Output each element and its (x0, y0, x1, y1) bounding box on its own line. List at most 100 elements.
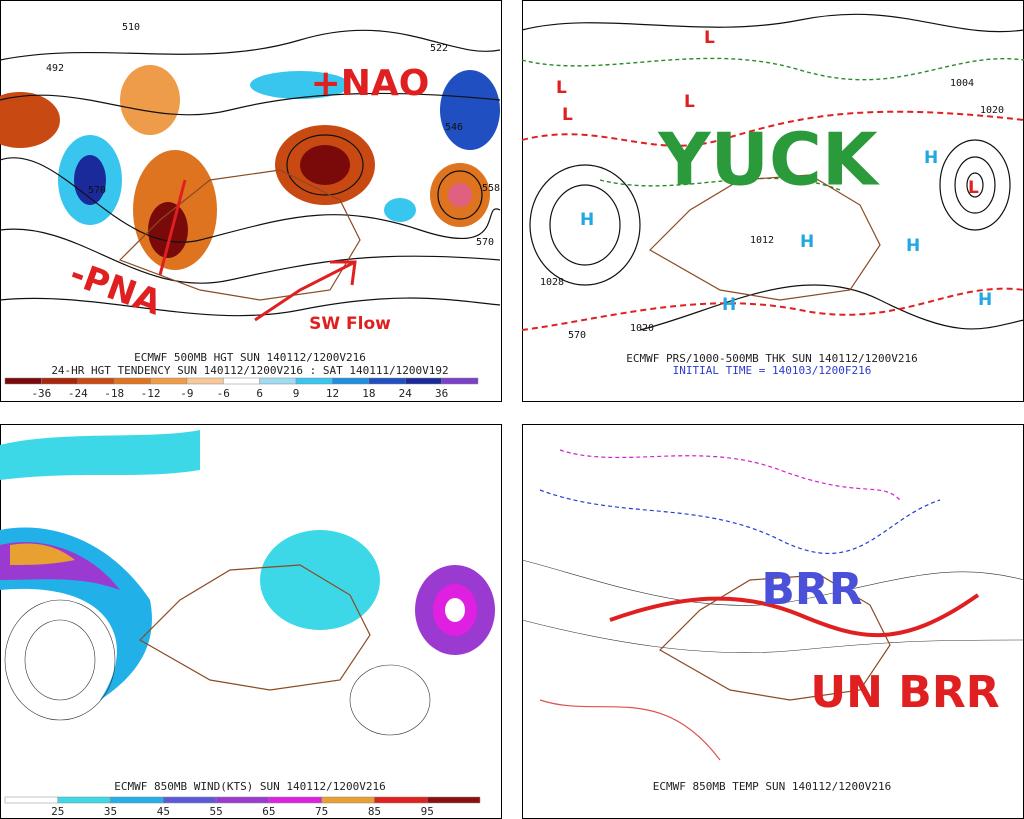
coastline (139, 564, 371, 691)
high-marker: H (924, 148, 938, 168)
colorbar-label: 24 (399, 387, 413, 400)
coastline (118, 169, 361, 301)
panel-pressure: YUCK 1028 1020 1020 1004 1012 570 H H H … (521, 13, 1024, 377)
contour-label: 1004 (950, 78, 974, 89)
isobar (549, 184, 621, 266)
low-marker: L (704, 28, 715, 48)
caption: ECMWF 850MB TEMP SUN 140112/1200V216 (653, 780, 891, 793)
contour-label: 1020 (630, 323, 654, 334)
colorbar-label: -24 (68, 387, 88, 400)
colorbar-label: 6 (256, 387, 263, 400)
flow-arrow (254, 260, 357, 322)
colorbar-swatch (268, 796, 322, 804)
boundary-stroke (609, 593, 980, 638)
isobar (966, 172, 984, 198)
contour (437, 170, 483, 220)
colorbar-label: -36 (31, 387, 51, 400)
high-marker: H (722, 295, 736, 315)
contour (286, 134, 364, 196)
highs: H H H H H H (580, 148, 992, 315)
wind-shade (0, 430, 200, 480)
isotherm (539, 699, 721, 761)
anomaly (384, 198, 416, 222)
contour-label: 546 (445, 122, 463, 133)
colorbar-swatch (77, 377, 115, 385)
caption: ECMWF 850MB WIND(KTS) SUN 140112/1200V21… (114, 780, 386, 793)
colorbar-swatch (57, 796, 111, 804)
colorbar-swatch (4, 796, 59, 804)
colorbar-label: -6 (217, 387, 230, 400)
wind-shade (10, 543, 75, 565)
contour-label: 570 (568, 330, 586, 341)
colorbar-swatch (163, 796, 217, 804)
colorbar-swatch (150, 377, 188, 385)
colorbar-swatch (374, 796, 428, 804)
thickness (521, 287, 1024, 331)
colorbar-swatch (215, 796, 270, 804)
coastline (649, 174, 881, 301)
low-marker: L (968, 178, 979, 198)
low-marker: L (684, 92, 695, 112)
colorbar-swatch (332, 377, 370, 385)
contour-label: 570 (88, 185, 106, 196)
isobar (521, 13, 1024, 33)
colorbar-swatch (4, 377, 42, 385)
anomaly (120, 65, 180, 135)
colorbar-label: 55 (209, 805, 222, 818)
colorbar-swatch (186, 377, 224, 385)
isotherm (559, 449, 901, 501)
caption: ECMWF PRS/1000-500MB THK SUN 140112/1200… (626, 352, 917, 365)
anomaly (0, 92, 60, 148)
colorbar-label: 35 (104, 805, 117, 818)
contour (0, 92, 501, 116)
annotation: BRR (761, 564, 862, 615)
low-marker: L (556, 78, 567, 98)
caption: INITIAL TIME = 140103/1200F216 (673, 364, 872, 377)
streamline (24, 619, 96, 701)
colorbar-swatch (404, 377, 442, 385)
panel-temperature: BRR UN BRR ECMWF 850MB TEMP SUN 140112/1… (521, 449, 1024, 793)
caption: 24-HR HGT TENDENCY SUN 140112/1200V216 :… (51, 364, 448, 377)
colorbar-label: -9 (180, 387, 193, 400)
colorbar-label: 18 (362, 387, 375, 400)
thickness (521, 110, 1024, 147)
panel-wind: ECMWF 850MB WIND(KTS) SUN 140112/1200V21… (0, 430, 495, 793)
colorbar-swatch (426, 796, 481, 804)
colorbar-swatch (113, 377, 151, 385)
colorbar-swatch (368, 377, 406, 385)
isobar (954, 156, 996, 214)
colorbar-swatch (259, 377, 297, 385)
colorbar-label: 25 (51, 805, 64, 818)
colorbar-label: 85 (368, 805, 381, 818)
colorbar-label: 9 (293, 387, 300, 400)
colorbar-label: 95 (421, 805, 434, 818)
panel-frame (522, 424, 1024, 819)
colorbar-swatch (295, 377, 333, 385)
annotation: +NAO (311, 63, 430, 104)
anomaly (148, 202, 188, 258)
isobar (529, 164, 641, 286)
high-marker: H (906, 236, 920, 256)
colorbar-swatch (223, 377, 260, 385)
colorbar-swatch (41, 377, 79, 385)
contour (0, 228, 501, 284)
colorbar-label: -12 (141, 387, 161, 400)
colorbar-swatch (441, 377, 479, 385)
colorbar-label: 75 (315, 805, 328, 818)
annotation: UN BRR (810, 667, 999, 718)
contour-label: 1012 (750, 235, 774, 246)
axis-stroke (158, 179, 187, 276)
colorbar-label: -18 (104, 387, 124, 400)
isotherm (539, 489, 941, 554)
anomaly (300, 145, 350, 185)
high-marker: H (800, 232, 814, 252)
isobar (939, 139, 1011, 231)
high-marker: H (580, 210, 594, 230)
wind-shade (260, 530, 380, 630)
panel-frame (522, 0, 1024, 402)
contour-label: 570 (476, 237, 494, 248)
anomaly (448, 183, 472, 207)
